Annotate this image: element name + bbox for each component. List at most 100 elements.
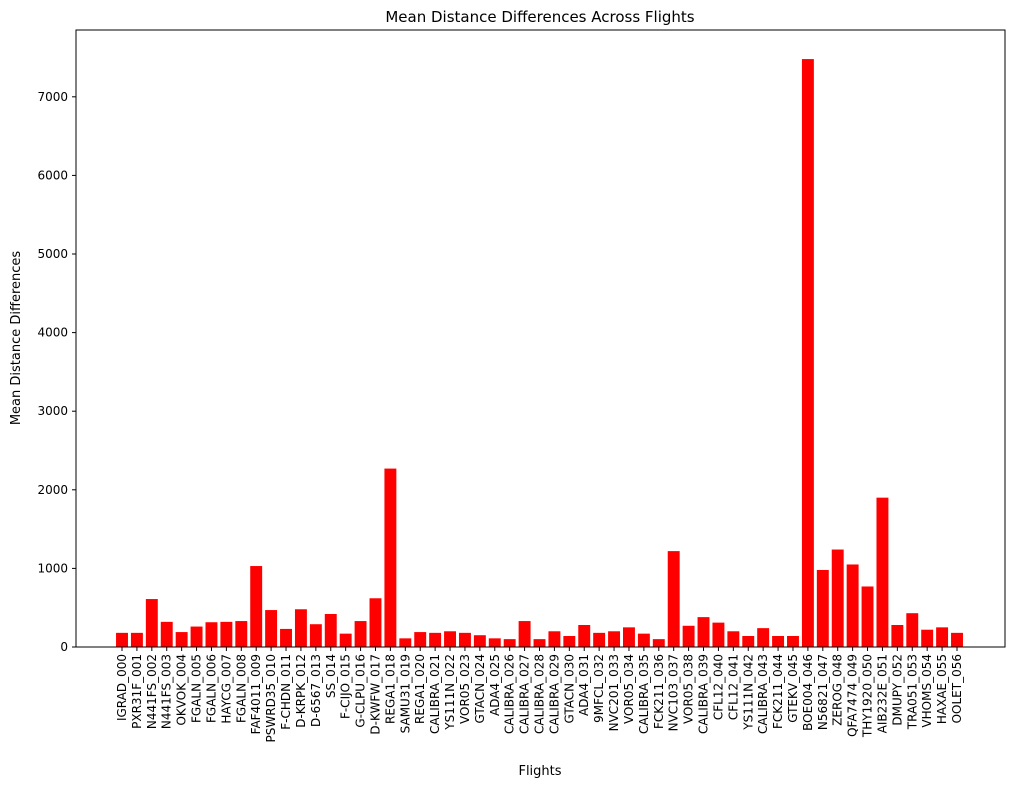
bar <box>369 598 382 647</box>
y-tick-label: 1000 <box>37 561 68 575</box>
x-tick-label: DMUPY_052 <box>890 654 904 726</box>
x-tick-label: NVC201_033 <box>607 654 621 731</box>
x-axis-label: Flights <box>518 764 561 779</box>
x-tick-label: FCK211_036 <box>652 654 666 729</box>
x-tick-label: YS111N_042 <box>741 654 755 731</box>
y-tick-label: 4000 <box>37 326 68 340</box>
x-tick-label: CALIBRA_039 <box>697 654 711 734</box>
bar <box>623 627 635 647</box>
bar <box>667 551 680 647</box>
bar <box>891 624 904 647</box>
x-tick-label: BOE004_046 <box>801 654 815 731</box>
x-tick-label: FAF4011_009 <box>249 654 263 734</box>
bar <box>548 631 561 647</box>
x-tick-label: CALIBRA_021 <box>428 654 442 734</box>
x-tick-label: NVC103_037 <box>667 654 681 731</box>
bar <box>309 624 322 647</box>
y-tick-label: 5000 <box>37 247 68 261</box>
bar <box>280 628 292 647</box>
bar <box>339 633 352 647</box>
x-tick-label: THY1920_050 <box>861 654 875 738</box>
x-tick-label: F-CIJO_015 <box>339 654 353 719</box>
x-tick-label: HAXAE_055 <box>935 654 949 724</box>
bar <box>399 638 412 647</box>
x-tick-label: D-KRPK_012 <box>294 654 308 728</box>
x-tick-label: VOR05_034 <box>622 654 636 724</box>
x-tick-label: G-CLPU_016 <box>354 654 368 728</box>
y-tick-label: 6000 <box>37 168 68 182</box>
x-tick-label: CALIBRA_028 <box>533 654 547 734</box>
bar <box>921 629 934 647</box>
bar <box>235 621 248 647</box>
x-tick-label: PSWRD35_010 <box>264 654 278 742</box>
bar <box>324 613 337 647</box>
bar <box>458 632 471 647</box>
x-tick-label: GTACN_024 <box>473 654 487 724</box>
bar <box>414 632 427 647</box>
x-tick-label: CALIBRA_026 <box>503 654 517 734</box>
x-tick-label: ZEROG_048 <box>831 654 845 726</box>
x-tick-label: CFL12_041 <box>726 654 740 720</box>
bar <box>488 638 501 647</box>
bar <box>951 632 963 647</box>
x-tick-label: PXR31F_001 <box>130 654 144 729</box>
x-tick-label: FCK211_044 <box>771 654 785 729</box>
bar <box>757 628 770 647</box>
x-tick-label: REGA1_018 <box>383 654 397 724</box>
bar <box>637 633 650 647</box>
bar <box>787 636 799 647</box>
bar <box>265 610 278 647</box>
y-axis-label: Mean Distance Differences <box>9 251 24 426</box>
bar <box>190 626 203 647</box>
bar <box>936 627 949 647</box>
x-tick-label: IGRAD_000 <box>115 654 129 721</box>
x-tick-label: F-CHDN_011 <box>279 654 293 730</box>
x-tick-label: GTACN_030 <box>562 654 576 724</box>
x-tick-label: VHOMS_054 <box>920 654 934 728</box>
x-tick-label: TRA051_053 <box>905 654 919 730</box>
x-tick-label: YS111N_022 <box>443 654 457 731</box>
x-tick-label: VOR05_038 <box>682 654 696 724</box>
x-tick-label: QFA7474_049 <box>846 654 860 737</box>
x-tick-label: AIB232E_051 <box>875 654 889 733</box>
bar <box>816 569 829 647</box>
x-tick-label: N441FS_002 <box>145 654 159 729</box>
x-tick-label: CALIBRA_043 <box>756 654 770 734</box>
bar <box>846 564 859 647</box>
y-tick-label: 7000 <box>37 90 68 104</box>
bar <box>250 566 263 647</box>
bar <box>175 632 188 647</box>
bar <box>429 632 442 647</box>
bar <box>772 636 785 647</box>
bars-group <box>116 59 963 647</box>
x-tick-label: CALIBRA_035 <box>637 654 651 734</box>
x-tick-label: ADA4_031 <box>577 654 591 716</box>
y-tick-label: 0 <box>60 640 68 654</box>
x-tick-label: D-KWFW_017 <box>368 654 382 735</box>
x-tick-label: FGALN_006 <box>204 654 218 723</box>
bar <box>130 632 143 647</box>
bar <box>563 636 576 647</box>
bar <box>593 632 606 647</box>
bar <box>712 622 725 647</box>
bar <box>518 621 531 647</box>
x-tick-label: ADA4_025 <box>488 654 502 716</box>
bar <box>727 631 740 647</box>
x-tick-label: D-6567_013 <box>309 654 323 727</box>
x-tick-label: REGA1_020 <box>413 654 427 724</box>
y-tick-label: 2000 <box>37 483 68 497</box>
x-tick-label: SS_014 <box>324 654 338 698</box>
x-tick-label: SAMU31_019 <box>398 654 412 733</box>
x-axis: IGRAD_000 PXR31F_001 N441FS_002 N441FS_003 O… <box>115 647 964 742</box>
chart-title: Mean Distance Differences Across Flights <box>385 8 694 26</box>
bar <box>652 639 665 647</box>
bar <box>861 586 874 647</box>
bar <box>831 549 844 647</box>
bar <box>608 631 621 647</box>
x-tick-label: FGALN_008 <box>234 654 248 723</box>
bar <box>354 621 367 647</box>
x-tick-label: CALIBRA_027 <box>518 654 532 734</box>
x-tick-label: GTEKV_045 <box>786 654 800 723</box>
x-tick-label: FGALN_005 <box>190 654 204 723</box>
bar <box>116 632 128 647</box>
